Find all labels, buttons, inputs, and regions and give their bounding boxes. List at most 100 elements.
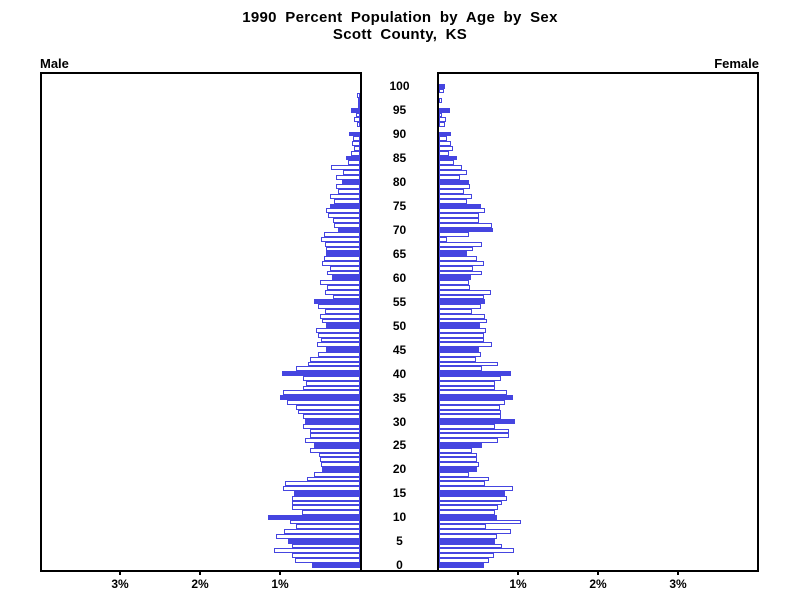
bar-male-age-87 — [354, 146, 360, 151]
age-tick-label-70: 70 — [392, 222, 407, 237]
bottom-axis — [40, 570, 759, 572]
bar-female-age-45 — [439, 347, 479, 353]
bar-male-age-10 — [268, 514, 360, 520]
bar-female-age-6 — [439, 534, 498, 539]
bar-female-age-60 — [439, 275, 471, 281]
bar-male-age-53 — [324, 308, 360, 314]
bar-female-age-4 — [439, 543, 503, 549]
age-tick-label-90: 90 — [392, 127, 407, 142]
female-bars-area — [439, 72, 757, 570]
bar-male-age-1 — [295, 558, 360, 563]
male-bars-area — [42, 72, 360, 570]
bar-male-age-34 — [287, 399, 360, 405]
bar-male-age-17 — [284, 481, 360, 487]
bar-female-age-19 — [439, 471, 469, 477]
bar-male-age-20 — [322, 467, 360, 472]
bar-male-age-6 — [276, 534, 360, 539]
bar-female-age-20 — [439, 467, 477, 472]
bar-female-age-21 — [439, 462, 479, 467]
bar-male-age-81 — [336, 174, 360, 180]
bar-female-age-55 — [439, 299, 486, 305]
male-panel-label: Male — [40, 56, 69, 71]
bar-female-age-50 — [439, 323, 480, 329]
female-panel-label: Female — [714, 56, 759, 71]
bar-male-age-4 — [292, 543, 360, 549]
bar-male-age-78 — [337, 189, 360, 194]
bar-male-age-98 — [356, 93, 360, 99]
bar-male-age-27 — [309, 433, 360, 439]
female-panel-right-border — [757, 72, 759, 570]
bar-female-age-62 — [439, 265, 474, 271]
bar-male-age-22 — [320, 457, 360, 463]
bar-male-age-62 — [329, 265, 360, 271]
bar-female-age-74 — [439, 208, 486, 214]
bar-male-age-9 — [289, 519, 360, 525]
bar-female-age-41 — [439, 366, 483, 372]
female-panel-top-border — [437, 72, 759, 74]
age-tick-label-10: 10 — [392, 510, 407, 525]
bar-male-age-5 — [288, 538, 360, 544]
bar-female-age-87 — [439, 146, 453, 151]
bar-female-age-46 — [439, 342, 492, 348]
bar-male-age-37 — [303, 385, 360, 391]
bar-female-age-72 — [439, 217, 479, 223]
bar-female-age-44 — [439, 352, 482, 357]
bar-male-age-38 — [305, 380, 360, 386]
bar-female-age-28 — [439, 428, 510, 434]
bar-female-age-78 — [439, 189, 464, 194]
bar-male-age-3 — [273, 548, 360, 554]
bar-female-age-89 — [439, 136, 447, 142]
bar-female-age-75 — [439, 203, 481, 209]
pct-tick-label: 1% — [271, 577, 289, 591]
pct-tick-label: 3% — [111, 577, 129, 591]
bar-male-age-24 — [310, 447, 360, 453]
age-tick-label-20: 20 — [392, 462, 407, 477]
bar-male-age-59 — [320, 280, 360, 285]
bar-female-age-66 — [439, 246, 474, 252]
bar-female-age-47 — [439, 337, 484, 343]
pct-tick-label: 2% — [589, 577, 607, 591]
bar-female-age-8 — [439, 524, 487, 530]
bar-male-age-16 — [283, 486, 360, 491]
chart-subtitle: Scott County, KS — [332, 26, 468, 43]
bar-female-age-22 — [439, 457, 477, 463]
bar-female-age-0 — [439, 562, 484, 568]
bar-female-age-88 — [439, 141, 451, 147]
age-tick-label-60: 60 — [392, 270, 407, 285]
bar-female-age-34 — [439, 399, 506, 405]
bar-male-age-50 — [325, 323, 360, 329]
bar-male-age-52 — [320, 313, 360, 319]
bar-male-age-28 — [309, 428, 360, 434]
bar-female-age-65 — [439, 251, 467, 257]
age-tick-label-65: 65 — [392, 246, 407, 261]
bar-female-age-32 — [439, 409, 501, 415]
pct-tick — [517, 570, 519, 575]
bar-female-age-94 — [439, 112, 443, 118]
bar-male-age-97 — [357, 98, 360, 103]
age-tick-label-15: 15 — [392, 486, 407, 501]
bar-female-age-5 — [439, 538, 495, 544]
bar-female-age-16 — [439, 486, 514, 491]
bar-male-age-0 — [312, 562, 360, 568]
bar-male-age-32 — [297, 409, 360, 415]
bar-male-age-12 — [292, 505, 360, 511]
bar-male-age-41 — [296, 366, 360, 372]
bar-male-age-92 — [356, 122, 360, 127]
bar-male-age-64 — [324, 256, 360, 262]
bar-female-age-42 — [439, 361, 499, 367]
bar-female-age-18 — [439, 476, 489, 482]
bar-female-age-52 — [439, 313, 486, 319]
bar-male-age-19 — [313, 471, 360, 477]
bar-female-age-10 — [439, 514, 497, 520]
bar-male-age-85 — [345, 155, 360, 161]
bar-female-age-54 — [439, 304, 481, 309]
bar-female-age-48 — [439, 332, 484, 338]
bar-female-age-17 — [439, 481, 486, 487]
bar-male-age-18 — [307, 476, 360, 482]
bar-male-age-7 — [284, 529, 360, 535]
bar-female-age-58 — [439, 284, 471, 290]
bar-male-age-55 — [314, 299, 360, 305]
bar-male-age-31 — [303, 414, 360, 420]
bar-female-age-79 — [439, 184, 471, 190]
bar-female-age-2 — [439, 553, 495, 559]
